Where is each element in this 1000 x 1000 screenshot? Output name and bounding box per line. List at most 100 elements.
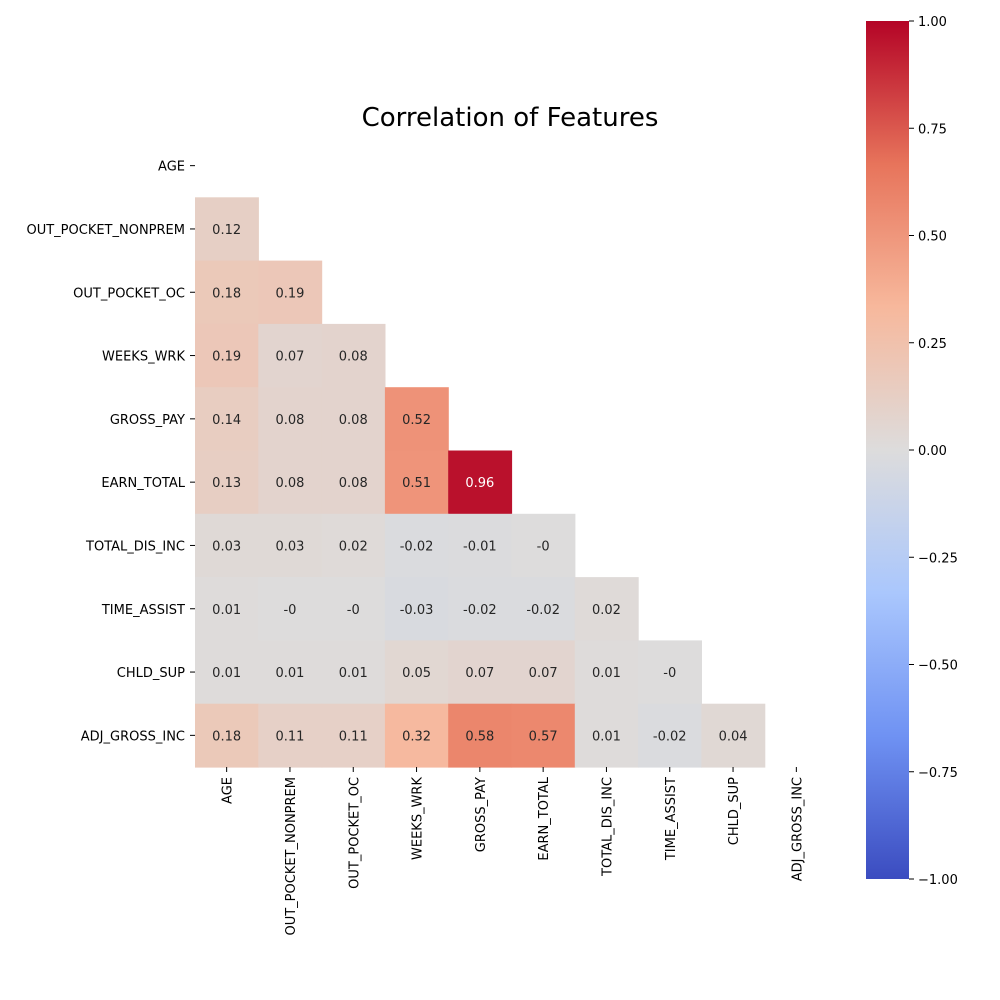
colorbar-tick-label: −0.75 (918, 766, 958, 781)
cell-value-label: 0.03 (275, 539, 304, 554)
cell-value-label: 0.11 (275, 729, 304, 744)
chart-title: Correlation of Features (362, 103, 659, 133)
cell-value-label: 0.01 (592, 729, 621, 744)
x-tick-label: OUT_POCKET_OC (347, 777, 362, 889)
x-tick-label: ADJ_GROSS_INC (790, 777, 805, 881)
heatmap-cell (574, 640, 639, 705)
heatmap-cell (638, 703, 702, 768)
cell-value-label: 0.18 (212, 286, 241, 301)
colorbar-tick-label: 1.00 (918, 15, 947, 30)
y-tick-label: OUT_POCKET_NONPREM (26, 223, 185, 238)
cell-value-label: 0.14 (212, 413, 241, 428)
heatmap-cell (258, 260, 323, 325)
cell-value-label: -0 (347, 603, 360, 618)
x-tick-label: GROSS_PAY (474, 777, 489, 852)
colorbar-tick-label: 0.50 (918, 230, 947, 245)
colorbar-gradient (866, 21, 909, 879)
heatmap-cell (258, 323, 323, 388)
cell-value-label: 0.01 (275, 666, 304, 681)
cell-value-label: 0.19 (212, 350, 241, 365)
colorbar-tick-label: 0.00 (918, 444, 947, 459)
x-tick-label: CHLD_SUP (727, 777, 742, 845)
heatmap-cell (195, 387, 259, 452)
cell-value-label: -0 (283, 603, 296, 618)
heatmap-cell (511, 640, 576, 705)
x-tick-label: OUT_POCKET_NONPREM (284, 777, 299, 936)
cell-value-label: 0.02 (592, 603, 621, 618)
cell-value-label: -0.02 (526, 603, 560, 618)
y-tick-label: TIME_ASSIST (101, 603, 185, 618)
heatmap-cell (448, 513, 513, 578)
cell-value-label: 0.12 (212, 223, 241, 238)
heatmap-cell (574, 577, 639, 641)
cell-value-label: 0.32 (402, 729, 431, 744)
cell-value-label: 0.01 (592, 666, 621, 681)
heatmap-cell (258, 450, 323, 515)
cell-value-label: 0.07 (465, 666, 494, 681)
heatmap-cell (384, 703, 449, 768)
heatmap-cell (448, 640, 513, 705)
heatmap-cell (258, 640, 323, 705)
heatmap-cell (511, 513, 576, 578)
y-tick-label: OUT_POCKET_OC (73, 286, 185, 301)
heatmap-cell (701, 703, 766, 768)
heatmap-cell (195, 197, 259, 262)
heatmap-cell (321, 577, 386, 641)
heatmap-cell (384, 577, 449, 641)
y-tick-label: GROSS_PAY (110, 413, 185, 428)
cell-value-label: -0 (663, 666, 676, 681)
colorbar-tick-label: −0.25 (918, 551, 958, 566)
cell-value-label: 0.52 (402, 413, 431, 428)
colorbar-tick-label: 0.25 (918, 337, 947, 352)
heatmap-cell (258, 513, 323, 578)
heatmap-cell (384, 513, 449, 578)
heatmap-cell (321, 323, 386, 388)
cell-value-label: 0.08 (339, 350, 368, 365)
cell-value-label: -0.01 (463, 539, 497, 554)
y-tick-label: TOTAL_DIS_INC (85, 539, 185, 554)
heatmap-cell (258, 387, 323, 452)
cell-value-label: 0.51 (402, 476, 431, 491)
x-tick-label: EARN_TOTAL (537, 776, 552, 860)
y-axis-tick-labels: AGE OUT_POCKET_NONPREM OUT_POCKET_OC WEEKS_… (26, 160, 195, 744)
heatmap-cell (321, 513, 386, 578)
heatmap-cell (511, 703, 576, 768)
cell-value-label: 0.01 (212, 666, 241, 681)
x-tick-label: AGE (221, 777, 236, 804)
cell-value-label: 0.07 (529, 666, 558, 681)
heatmap-cell (195, 640, 259, 705)
cell-value-label: -0 (537, 539, 550, 554)
heatmap-cell (321, 387, 386, 452)
heatmap-cell (195, 323, 259, 388)
x-tick-label: WEEKS_WRK (411, 777, 426, 860)
heatmap-cell (384, 640, 449, 705)
heatmap-cell (574, 703, 639, 768)
heatmap-cell (258, 577, 323, 641)
cell-value-label: 0.02 (339, 539, 368, 554)
cell-value-label: 0.18 (212, 729, 241, 744)
heatmap-cell (384, 387, 449, 452)
heatmap-cell (195, 260, 259, 325)
cell-value-label: 0.08 (275, 476, 304, 491)
cell-value-label: -0.03 (400, 603, 434, 618)
cell-value-label: 0.01 (339, 666, 368, 681)
colorbar: 1.00 0.75 0.50 0.25 0.00 −0.25 −0.50 −0.75 −1.00 (866, 15, 958, 888)
colorbar-tick-label: −0.50 (918, 659, 958, 674)
heatmap-cells: 0.12 0.18 0.19 0.19 0.07 0.08 0.14 0.08 0.08 0.52… (195, 197, 766, 768)
cell-value-label: 0.08 (339, 413, 368, 428)
heatmap-cell (195, 450, 259, 515)
x-tick-label: TIME_ASSIST (664, 777, 679, 861)
cell-value-label: 0.19 (275, 286, 304, 301)
y-tick-label: ADJ_GROSS_INC (81, 729, 185, 744)
colorbar-tick-label: 0.75 (918, 122, 947, 137)
cell-value-label: 0.57 (529, 729, 558, 744)
cell-value-label: 0.96 (465, 476, 494, 491)
cell-value-label: -0.02 (400, 539, 434, 554)
heatmap-cell (448, 450, 513, 515)
cell-value-label: 0.08 (275, 413, 304, 428)
colorbar-tick-label: −1.00 (918, 873, 958, 888)
cell-value-label: 0.08 (339, 476, 368, 491)
x-tick-label: TOTAL_DIS_INC (600, 777, 615, 877)
heatmap-cell (448, 577, 513, 641)
heatmap-cell (321, 640, 386, 705)
